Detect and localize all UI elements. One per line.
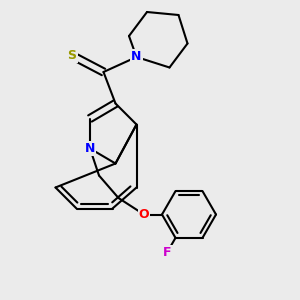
Text: O: O bbox=[139, 208, 149, 221]
Text: S: S bbox=[68, 49, 76, 62]
Text: N: N bbox=[85, 142, 95, 155]
Text: N: N bbox=[131, 50, 142, 64]
Text: F: F bbox=[163, 246, 172, 259]
